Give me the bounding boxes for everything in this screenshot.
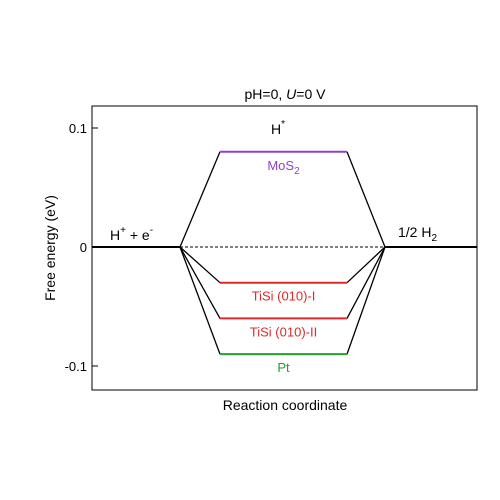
y-tick-label-0: 0.1 [69, 121, 87, 136]
series-1-label: TiSi (010)-I [252, 289, 316, 304]
series-0-label: MoS2 [267, 158, 300, 177]
series-0-left-connector [179, 151, 221, 248]
y-tick-label-1: 0 [80, 240, 87, 255]
series-1-right-connector [346, 246, 386, 284]
series-0-right-connector [346, 151, 386, 248]
series-1-left-connector [179, 246, 221, 284]
y-axis-title: Free energy (eV) [42, 195, 58, 301]
chart-title: pH=0, U=0 V [245, 86, 327, 102]
initial-state-label: H+ + e- [110, 225, 153, 243]
series-2-right-connector [346, 246, 386, 319]
series-3-right-connector [346, 246, 386, 355]
series-3-left-connector [179, 246, 221, 355]
intermediate-state-label: H* [271, 119, 285, 137]
series-2-label: TiSi (010)-II [250, 324, 317, 339]
y-tick-label-2: -0.1 [65, 359, 87, 374]
final-state-label: 1/2 H2 [398, 224, 437, 244]
series-3-label: Pt [277, 360, 290, 375]
series-2-left-connector [179, 246, 221, 319]
x-axis-title: Reaction coordinate [223, 397, 348, 413]
